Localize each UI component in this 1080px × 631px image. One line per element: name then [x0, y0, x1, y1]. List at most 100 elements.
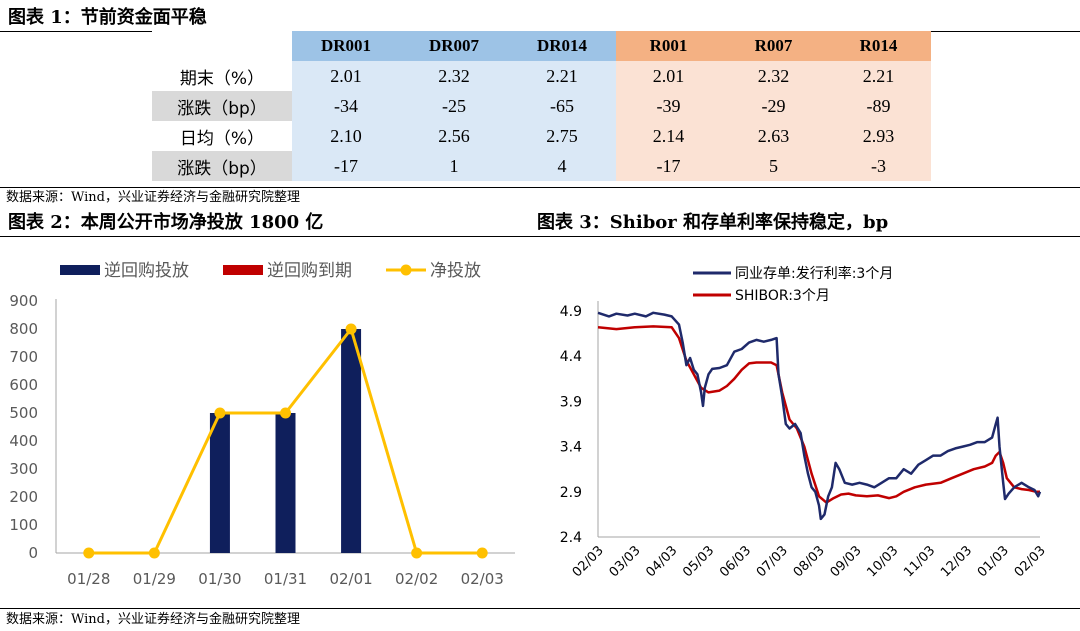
row-label: 涨跌（bp）: [152, 151, 292, 181]
x-tick-label: 12/03: [938, 543, 975, 580]
y-tick-label: 3.4: [560, 440, 582, 456]
table-cell: -34: [292, 91, 400, 121]
legend-swatch: [60, 265, 100, 275]
table-cell: 2.32: [721, 61, 826, 91]
series-line: [597, 311, 1042, 521]
x-tick-label: 08/03: [791, 543, 828, 580]
series-line: [597, 325, 1040, 504]
table-cell: 2.75: [508, 121, 616, 151]
y-tick-label: 0: [28, 544, 38, 562]
table-cell: -89: [826, 91, 931, 121]
table-header-row: DR001 DR007 DR014 R001 R007 R014: [152, 31, 931, 61]
y-tick-label: 500: [9, 404, 38, 422]
table-cell: 1: [400, 151, 508, 181]
table-cell: 4: [508, 151, 616, 181]
x-tick-label: 01/28: [67, 570, 110, 588]
figure2-title: 图表 2：本周公开市场净投放 1800 亿: [8, 212, 324, 233]
table-cell: 2.56: [400, 121, 508, 151]
table-cell: 2.32: [400, 61, 508, 91]
open-market-chart: 0 100 200 300 400 500 600 700 800 900 01/28 01/29 01…: [9, 261, 515, 588]
x-tick-label: 01/03: [975, 543, 1012, 580]
point-net-injection: [214, 407, 226, 419]
y-tick-label: 700: [9, 348, 38, 366]
shibor-ncd-chart: 2.42.93.43.94.44.902/03 03/03 04/03 05/03 06…: [560, 265, 1049, 580]
y-tick-label: 2.9: [560, 485, 582, 501]
table-cell: 2.01: [292, 61, 400, 91]
y-tick-label: 600: [9, 376, 38, 394]
legend-swatch-marker: [400, 264, 412, 276]
x-tick-label: 01/30: [198, 570, 241, 588]
source-note: 数据来源：Wind，兴业证券经济与金融研究院整理: [6, 190, 300, 205]
bottom-rule: [0, 608, 1080, 609]
y-tick-label: 4.9: [560, 304, 582, 320]
x-tick-label: 01/31: [264, 570, 307, 588]
point-net-injection: [280, 407, 291, 419]
table-cell: 2.01: [616, 61, 721, 91]
point-net-injection: [411, 547, 423, 559]
y-tick-label: 100: [9, 516, 38, 534]
table-cell: -39: [616, 91, 721, 121]
column-header: R007: [721, 31, 826, 61]
bar-reverse-repo-injection: [209, 413, 230, 553]
rate-table: DR001 DR007 DR014 R001 R007 R014 期末（%） 2…: [152, 31, 931, 181]
y-tick-label: 4.4: [560, 349, 582, 365]
x-tick-label: 06/03: [717, 543, 754, 580]
x-tick-label: 11/03: [901, 543, 938, 580]
table-cell: -25: [400, 91, 508, 121]
row-label: 期末（%）: [179, 68, 265, 89]
bar-reverse-repo-injection: [275, 413, 296, 553]
table-row: 涨跌（bp） -17 1 4 -17 5 -3: [152, 151, 931, 181]
table-cell: 2.21: [508, 61, 616, 91]
x-tick-label: 03/03: [607, 543, 644, 580]
y-tick-label: 3.9: [560, 394, 582, 410]
table-row: 期末（%） 2.01 2.32 2.21 2.01 2.32 2.21: [152, 61, 931, 91]
y-tick-label: 300: [9, 460, 38, 478]
x-tick-label: 02/02: [395, 570, 438, 588]
table-cell: 2.63: [721, 121, 826, 151]
y-tick-label: 900: [9, 292, 38, 310]
column-header: DR001: [292, 31, 400, 61]
x-tick-label: 04/03: [643, 543, 680, 580]
legend-swatch: [223, 265, 263, 275]
legend-label: 逆回购投放: [104, 261, 189, 281]
table-cell: 2.93: [826, 121, 931, 151]
table-cell: -65: [508, 91, 616, 121]
column-header: DR007: [400, 31, 508, 61]
y-tick-label: 400: [9, 432, 38, 450]
x-tick-label: 01/29: [133, 570, 176, 588]
column-header: R014: [826, 31, 931, 61]
legend-label: 净投放: [430, 261, 481, 281]
legend-label: SHIBOR:3个月: [735, 288, 830, 304]
x-tick-label: 09/03: [828, 543, 865, 580]
point-net-injection: [476, 547, 488, 559]
legend-label: 逆回购到期: [267, 261, 352, 281]
column-header: R001: [616, 31, 721, 61]
x-tick-label: 10/03: [864, 543, 901, 580]
source-note-2: 数据来源：Wind，兴业证券经济与金融研究院整理: [6, 612, 300, 627]
table-cell: -29: [721, 91, 826, 121]
legend-label: 同业存单:发行利率:3个月: [735, 265, 893, 282]
table-cell: 2.14: [616, 121, 721, 151]
table-cell: -17: [616, 151, 721, 181]
table-bottom-rule: [0, 187, 1080, 188]
row-label: 日均（%）: [179, 128, 265, 149]
column-header: DR014: [508, 31, 616, 61]
table-cell: 2.10: [292, 121, 400, 151]
figure23-title-rule: [0, 236, 1080, 237]
table-cell: -3: [826, 151, 931, 181]
table-cell: 2.21: [826, 61, 931, 91]
x-tick-label: 02/03: [461, 570, 504, 588]
point-net-injection: [345, 323, 357, 335]
x-tick-label: 05/03: [680, 543, 717, 580]
x-tick-label: 07/03: [754, 543, 791, 580]
y-tick-label: 800: [9, 320, 38, 338]
x-tick-label: 02/03: [570, 543, 607, 580]
y-tick-label: 2.4: [560, 530, 582, 546]
y-tick-label: 200: [9, 488, 38, 506]
x-tick-label: 02/01: [329, 570, 372, 588]
x-tick-label: 02/03: [1012, 543, 1049, 580]
bar-reverse-repo-injection: [341, 329, 362, 553]
table-cell: -17: [292, 151, 400, 181]
point-net-injection: [148, 547, 160, 559]
table-cell: 5: [721, 151, 826, 181]
